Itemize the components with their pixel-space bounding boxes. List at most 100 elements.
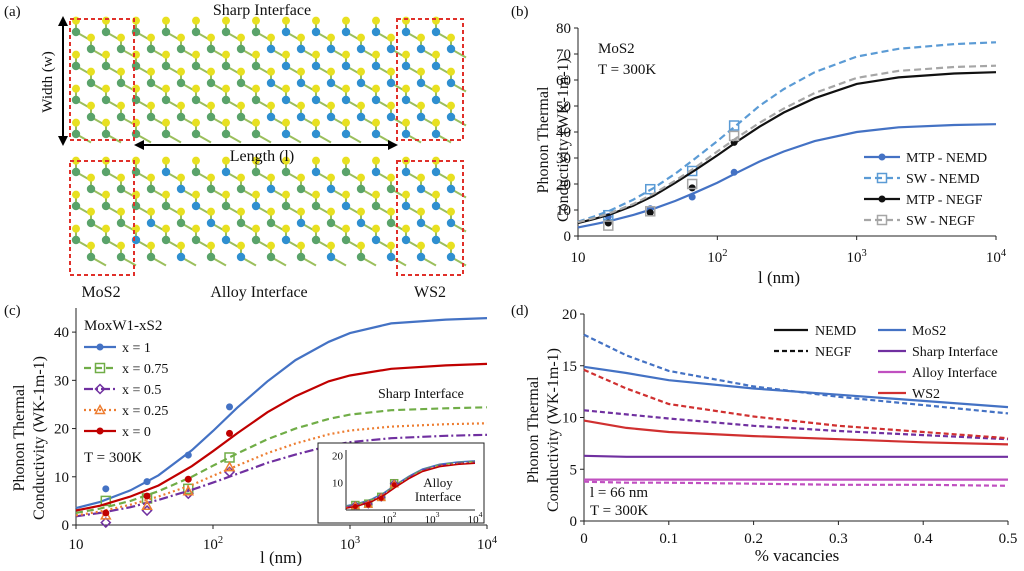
sulfur-atom [432,190,440,199]
sulfur-atom [207,101,215,110]
series-line-negf [583,409,1009,441]
sulfur-atom [87,33,95,42]
metal-atom [206,184,216,194]
metal-atom [371,61,381,71]
sulfur-atom [402,50,410,59]
sulfur-atom [87,67,95,76]
sulfur-atom [147,207,155,216]
metal-atom [86,44,96,54]
data-point [143,478,151,486]
data-point [686,178,698,190]
data-point [378,495,384,501]
alloy-interface-title: Alloy Interface [210,284,307,301]
panel-b-ylabel-line1: Phonon Thermal [535,86,552,193]
panel-b-xlabel: l (nm) [758,268,800,287]
data-point [391,482,397,488]
metal-atom [86,252,96,262]
sulfur-atom [237,173,245,182]
legend-label: x = 0.5 [122,383,161,398]
sulfur-atom [252,156,260,165]
metal-atom [221,129,231,139]
metal-atom [326,218,336,228]
sulfur-atom [252,84,260,93]
sulfur-atom [417,173,425,182]
tick-exponent: 4 [479,510,483,519]
sulfur-atom [372,118,380,127]
metal-atom [251,235,261,245]
panel-b-label: (b) [511,4,529,20]
metal-atom [251,167,261,177]
inset-series-line [345,460,476,508]
data-point [94,403,106,415]
sulfur-atom [102,16,110,25]
ws2-region-box-bottom [396,160,464,276]
mos2-material-label: MoS2 [81,284,120,301]
metal-atom [386,78,396,88]
data-point [96,427,104,435]
sulfur-atom [117,33,125,42]
metal-atom [401,95,411,105]
metal-atom [161,95,171,105]
sulfur-atom [252,190,260,199]
sulfur-atom [72,16,80,25]
sulfur-atom [267,241,275,250]
sulfur-atom [147,33,155,42]
metal-atom [71,235,81,245]
metal-atom [146,252,156,262]
sulfur-atom [267,101,275,110]
metal-atom [356,78,366,88]
metal-atom [341,235,351,245]
metal-atom [236,44,246,54]
sulfur-atom [72,156,80,165]
metal-atom [191,201,201,211]
sulfur-atom [87,101,95,110]
series-line-negf [583,333,1009,415]
tick-exponent: 3 [862,248,867,259]
data-point [876,214,888,226]
sulfur-atom [207,67,215,76]
metal-atom [71,27,81,37]
metal-atom [146,184,156,194]
legend-label: MTP - NEGF [906,193,983,208]
sulfur-atom [177,207,185,216]
metal-atom [431,167,441,177]
sulfur-atom [222,156,230,165]
sulfur-atom [432,84,440,93]
metal-atom [236,78,246,88]
inset-label-line2: Interface [415,489,461,504]
sulfur-atom [372,156,380,165]
sulfur-atom [387,241,395,250]
legend-label: MTP - NEMD [906,151,987,166]
metal-atom [356,112,366,122]
x-tick-label: 0.1 [659,531,678,547]
metal-atom [341,167,351,177]
metal-atom [71,61,81,71]
sulfur-atom [387,173,395,182]
metal-atom [371,27,381,37]
metal-atom [116,218,126,228]
metal-atom [326,44,336,54]
metal-atom [236,112,246,122]
sulfur-atom [357,101,365,110]
tick-exponent: 4 [492,535,498,546]
metal-atom [446,252,456,262]
data-point [102,485,110,493]
sulfur-atom [222,50,230,59]
sulfur-atom [327,33,335,42]
metal-atom [221,95,231,105]
sulfur-atom [432,50,440,59]
metal-atom [311,167,321,177]
series-line-nemd [583,365,1009,409]
metal-atom [71,167,81,177]
sulfur-atom [252,224,260,233]
metal-atom [206,252,216,262]
metal-atom [266,78,276,88]
y-tick-label: 5 [570,462,578,478]
panel-c-label: (c) [4,303,21,319]
metal-atom [356,44,366,54]
metal-atom [221,201,231,211]
panel-d-ylabel-line1: Phonon Thermal [525,376,542,483]
tick-exponent: 4 [1001,248,1007,259]
data-point [878,195,886,203]
